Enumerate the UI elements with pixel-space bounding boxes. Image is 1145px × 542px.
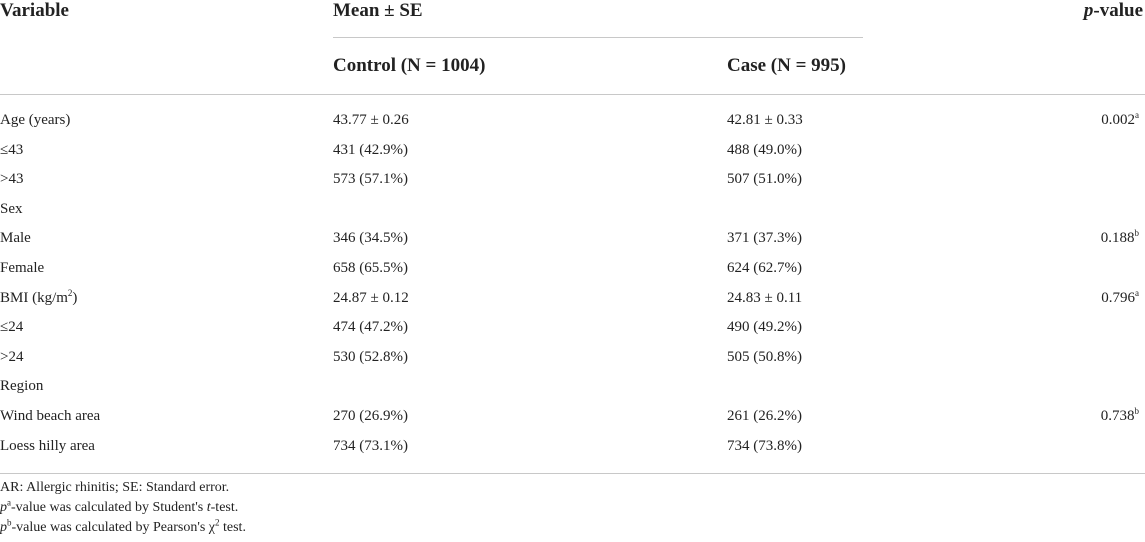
footnote-a-text1: -value was calculated by Student's xyxy=(11,500,207,515)
row-label: >43 xyxy=(0,171,23,188)
footnote-b-text: -value was calculated by Pearson's χ xyxy=(11,520,216,535)
row-control: 346 (34.5%) xyxy=(333,230,408,246)
row-case: 488 (49.0%) xyxy=(727,142,802,158)
row-control: 24.87 ± 0.12 xyxy=(333,290,409,306)
footnote-a: pa-value was calculated by Student's t-t… xyxy=(0,497,239,516)
header-mean-se: Mean ± SE xyxy=(333,0,423,21)
row-p-number: 0.188 xyxy=(1100,230,1135,246)
row-label-text: Wind beach area xyxy=(0,408,101,424)
row-label-text: Male xyxy=(0,230,31,246)
footnote-a-t: t xyxy=(206,500,211,515)
row-case: 490 (49.2%) xyxy=(727,319,802,335)
row-p-value: 0.738b xyxy=(1100,406,1140,425)
row-case: 734 (73.8%) xyxy=(727,438,802,454)
row-label-text: Female xyxy=(0,260,45,276)
header-case: Case (N = 995) xyxy=(727,55,847,76)
row-control: 734 (73.1%) xyxy=(333,438,408,454)
row-case: 507 (51.0%) xyxy=(727,171,802,187)
row-label: Loess hilly area xyxy=(0,438,95,455)
table-bottom-rule xyxy=(0,473,1145,474)
row-control: 474 (47.2%) xyxy=(333,319,408,335)
row-label-text: Sex xyxy=(0,201,23,217)
row-control: 270 (26.9%) xyxy=(333,408,408,424)
row-label: Female xyxy=(0,260,44,277)
row-label: Male xyxy=(0,230,31,247)
row-p-sup: b xyxy=(1134,406,1140,416)
row-p-sup: a xyxy=(1135,110,1139,120)
header-variable: Variable xyxy=(0,0,69,21)
row-label-text: ≤24 xyxy=(0,319,24,335)
header-control: Control (N = 1004) xyxy=(333,55,486,76)
row-p-value: 0.188b xyxy=(1100,228,1140,247)
row-label: Age (years) xyxy=(0,112,70,129)
row-p-value: 0.796a xyxy=(1101,288,1139,307)
row-label-text: >43 xyxy=(0,171,24,187)
row-control: 530 (52.8%) xyxy=(333,349,408,365)
row-case: 505 (50.8%) xyxy=(727,349,802,365)
row-label: BMI (kg/m2) xyxy=(0,288,78,307)
row-control: 43.77 ± 0.26 xyxy=(333,112,409,128)
header-bottom-rule xyxy=(0,94,1145,95)
row-p-sup: b xyxy=(1134,228,1140,238)
row-label: >24 xyxy=(0,349,23,366)
row-p-number: 0.002 xyxy=(1101,112,1135,128)
row-p-number: 0.738 xyxy=(1100,408,1135,424)
row-control: 573 (57.1%) xyxy=(333,171,408,187)
header-p-italic: p xyxy=(1083,0,1094,21)
row-label-text: >24 xyxy=(0,349,24,365)
row-label: Wind beach area xyxy=(0,408,100,425)
row-label-sup: 2 xyxy=(67,288,73,298)
row-label: ≤24 xyxy=(0,319,23,336)
row-label-text: BMI (kg/m xyxy=(0,290,68,306)
header-sub-rule xyxy=(333,37,863,38)
row-case: 624 (62.7%) xyxy=(727,260,802,276)
row-label-text: Loess hilly area xyxy=(0,438,95,454)
footnote-abbrev: AR: Allergic rhinitis; SE: Standard erro… xyxy=(0,480,230,495)
footnote-a-text2: -test. xyxy=(210,500,239,515)
row-label: Region xyxy=(0,378,43,395)
row-label-text: ≤43 xyxy=(0,142,24,158)
row-control: 658 (65.5%) xyxy=(333,260,408,276)
header-p-rest: -value xyxy=(1093,0,1143,21)
footnote-b-sup2: 2 xyxy=(215,517,220,528)
row-p-number: 0.796 xyxy=(1101,290,1135,306)
row-case: 42.81 ± 0.33 xyxy=(727,112,803,128)
row-case: 24.83 ± 0.11 xyxy=(727,290,803,306)
row-case: 261 (26.2%) xyxy=(727,408,802,424)
header-p-value: p-value xyxy=(1084,0,1143,22)
footnote-b-p: p xyxy=(0,520,7,535)
row-label-tail: ) xyxy=(72,290,78,306)
row-label-text: Age (years) xyxy=(0,112,71,128)
row-case: 371 (37.3%) xyxy=(727,230,802,246)
row-label: Sex xyxy=(0,201,23,218)
row-label: ≤43 xyxy=(0,142,23,159)
row-label-text: Region xyxy=(0,378,44,394)
footnote-b-sup: b xyxy=(7,517,12,528)
row-p-sup: a xyxy=(1135,288,1139,298)
footnote-a-p: p xyxy=(0,500,7,515)
footnote-b-text2: test. xyxy=(219,520,246,535)
row-control: 431 (42.9%) xyxy=(333,142,408,158)
row-p-value: 0.002a xyxy=(1101,110,1139,129)
footnote-b: pb-value was calculated by Pearson's χ2 … xyxy=(0,517,246,536)
footnote-a-sup: a xyxy=(7,497,11,508)
